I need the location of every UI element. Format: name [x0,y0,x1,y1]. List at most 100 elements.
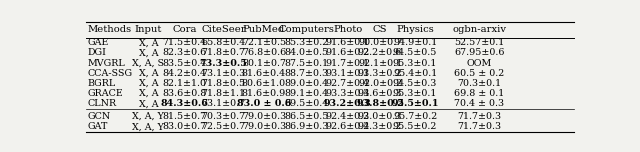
Text: 92.7±0.4: 92.7±0.4 [326,79,370,88]
Text: 93.3±0.2: 93.3±0.2 [358,69,402,78]
Text: X, A: X, A [138,89,158,98]
Text: 73.1±0.3: 73.1±0.3 [202,69,246,78]
Text: 72.5±0.7: 72.5±0.7 [202,122,246,131]
Text: CLNR: CLNR [88,99,116,108]
Text: 90.0±0.7: 90.0±0.7 [358,38,402,47]
Text: 83.0 ± 0.6: 83.0 ± 0.6 [237,99,291,108]
Text: 79.0±0.3: 79.0±0.3 [242,112,286,121]
Text: 70.3±0.7: 70.3±0.7 [202,112,246,121]
Text: 72.1±0.5: 72.1±0.5 [242,38,286,47]
Text: 92.2±0.6: 92.2±0.6 [358,48,402,57]
Text: Methods: Methods [88,25,132,34]
Text: 92.1±0.1: 92.1±0.1 [358,59,402,67]
Text: 71.7±0.3: 71.7±0.3 [458,112,502,121]
Text: Cora: Cora [172,25,196,34]
Text: 95.5±0.1: 95.5±0.1 [391,99,439,108]
Text: X, A, Y: X, A, Y [132,122,164,131]
Text: 83.0±0.7: 83.0±0.7 [163,122,207,131]
Text: 89.1±0.4: 89.1±0.4 [285,89,329,98]
Text: 86.5±0.5: 86.5±0.5 [285,112,329,121]
Text: 93.0±0.3: 93.0±0.3 [358,112,402,121]
Text: 52.57±0.1: 52.57±0.1 [454,38,504,47]
Text: 95.7±0.2: 95.7±0.2 [393,112,437,121]
Text: 93.1±0.1: 93.1±0.1 [326,69,370,78]
Text: GRACE: GRACE [88,89,123,98]
Text: CiteSeer: CiteSeer [201,25,246,34]
Text: 93.2±0.3: 93.2±0.3 [324,99,372,108]
Text: 71.7±0.3: 71.7±0.3 [458,122,502,131]
Text: 83.6±0.8: 83.6±0.8 [163,89,207,98]
Text: 94.5±0.3: 94.5±0.3 [393,79,437,88]
Text: 76.8±0.6: 76.8±0.6 [242,48,286,57]
Text: 80.6±1.0: 80.6±1.0 [242,79,286,88]
Text: 87.5±0.1: 87.5±0.1 [285,59,329,67]
Text: 95.5±0.2: 95.5±0.2 [393,122,437,131]
Text: 73.1±0.7: 73.1±0.7 [202,99,246,108]
Text: 69.8 ± 0.1: 69.8 ± 0.1 [454,89,504,98]
Text: ogbn-arxiv: ogbn-arxiv [452,25,506,34]
Text: 85.3±0.2: 85.3±0.2 [285,38,329,47]
Text: 71.8±0.5: 71.8±0.5 [202,79,246,88]
Text: 91.7±0.1: 91.7±0.1 [326,59,370,67]
Text: 82.3±0.6: 82.3±0.6 [163,48,207,57]
Text: 93.6±0.3: 93.6±0.3 [358,89,402,98]
Text: BGRL: BGRL [88,79,116,88]
Text: 93.3±0.4: 93.3±0.4 [326,89,370,98]
Text: Physics: Physics [396,25,434,34]
Text: X, A: X, A [138,48,158,57]
Text: 88.7±0.3: 88.7±0.3 [285,69,329,78]
Text: 79.0±0.3: 79.0±0.3 [242,122,286,131]
Text: 83.5±0.4: 83.5±0.4 [163,59,207,67]
Text: Input: Input [134,25,162,34]
Text: X, A: X, A [138,69,158,78]
Text: OOM: OOM [467,59,492,67]
Text: X, A, S: X, A, S [132,59,164,67]
Text: X, A, Y: X, A, Y [132,112,164,121]
Text: X, A: X, A [138,38,158,47]
Text: 95.3±0.1: 95.3±0.1 [393,59,437,67]
Text: 92.3±0.2: 92.3±0.2 [358,122,402,131]
Text: CCA-SSG: CCA-SSG [88,69,132,78]
Text: 81.6±0.4: 81.6±0.4 [242,69,286,78]
Text: 67.95±0.6: 67.95±0.6 [454,48,505,57]
Text: CS: CS [372,25,387,34]
Text: 92.0±0.2: 92.0±0.2 [358,79,402,88]
Text: 82.1±1.0: 82.1±1.0 [163,79,207,88]
Text: GCN: GCN [88,112,111,121]
Text: 91.6±0.1: 91.6±0.1 [326,38,370,47]
Text: 60.5 ± 0.2: 60.5 ± 0.2 [454,69,504,78]
Text: 65.8±0.4: 65.8±0.4 [202,38,246,47]
Text: GAE: GAE [88,38,109,47]
Text: 81.5±0.7: 81.5±0.7 [163,112,207,121]
Text: 80.1±0.7: 80.1±0.7 [242,59,286,67]
Text: 94.9±0.1: 94.9±0.1 [393,38,437,47]
Text: Photo: Photo [333,25,362,34]
Text: 71.5±0.4: 71.5±0.4 [163,38,207,47]
Text: 92.4±0.2: 92.4±0.2 [326,112,370,121]
Text: 84.0±0.5: 84.0±0.5 [285,48,329,57]
Text: PubMed: PubMed [243,25,285,34]
Text: X, A: X, A [138,79,158,88]
Text: 92.6±0.4: 92.6±0.4 [326,122,370,131]
Text: 93.8±0.2: 93.8±0.2 [356,99,404,108]
Text: 71.8±1.1: 71.8±1.1 [202,89,246,98]
Text: 70.3±0.1: 70.3±0.1 [458,79,502,88]
Text: 95.3±0.1: 95.3±0.1 [393,89,437,98]
Text: 70.4 ± 0.3: 70.4 ± 0.3 [454,99,504,108]
Text: Computers: Computers [279,25,335,34]
Text: X, A: X, A [138,99,158,108]
Text: 89.0±0.4: 89.0±0.4 [285,79,329,88]
Text: 86.9±0.3: 86.9±0.3 [285,122,329,131]
Text: 73.3±0.5: 73.3±0.5 [200,59,247,67]
Text: 81.6±0.9: 81.6±0.9 [242,89,286,98]
Text: GAT: GAT [88,122,108,131]
Text: 84.2±0.4: 84.2±0.4 [163,69,207,78]
Text: 91.6±0.2: 91.6±0.2 [326,48,370,57]
Text: MVGRL: MVGRL [88,59,125,67]
Text: 89.5±0.4: 89.5±0.4 [285,99,329,108]
Text: DGI: DGI [88,48,106,57]
Text: 84.3±0.6: 84.3±0.6 [161,99,209,108]
Text: 71.8±0.7: 71.8±0.7 [202,48,246,57]
Text: 95.4±0.1: 95.4±0.1 [393,69,437,78]
Text: 94.5±0.5: 94.5±0.5 [393,48,437,57]
